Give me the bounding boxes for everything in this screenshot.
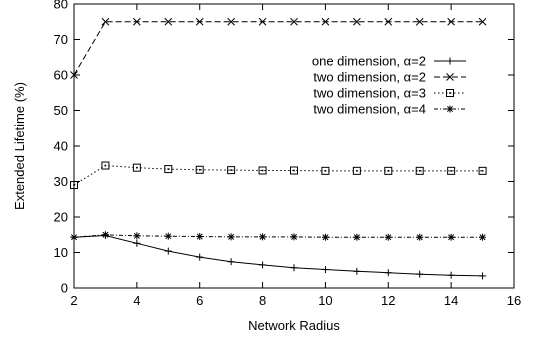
series-4-point (196, 233, 204, 241)
series-1-point (196, 253, 204, 261)
y-tick-label: 60 (54, 68, 68, 83)
series-1-point (164, 247, 172, 255)
series-1-point (353, 267, 361, 275)
y-tick-label: 0 (61, 281, 68, 296)
series-3-point (70, 181, 78, 190)
series-3-point (290, 166, 298, 175)
series-4-point (447, 233, 455, 241)
x-tick-label: 16 (507, 293, 521, 308)
y-tick-label: 80 (54, 0, 68, 12)
series-2-point (70, 71, 78, 79)
series-1 (70, 231, 487, 280)
plot-frame (73, 3, 515, 289)
series-4-point (416, 233, 424, 241)
legend-item: two dimension, α=3 (313, 86, 466, 101)
series-1-line (73, 234, 483, 277)
series-3-point (384, 166, 393, 175)
x-tick-label: 12 (381, 293, 395, 308)
series-2-point (321, 17, 330, 26)
y-tick-label: 30 (54, 174, 68, 189)
legend-marker (446, 105, 454, 113)
legend-label: one dimension, α=2 (312, 54, 426, 69)
series-3-point (415, 166, 424, 175)
series-4-point (259, 233, 267, 241)
legend-item: two dimension, α=4 (313, 102, 466, 117)
series-2-point (290, 17, 298, 26)
series-1-point (479, 272, 487, 280)
series-2-point (101, 17, 110, 26)
x-tick-label: 6 (196, 293, 203, 308)
legend-label: two dimension, α=2 (313, 70, 426, 85)
series-4-point (70, 233, 78, 241)
series-3-line (73, 164, 483, 186)
y-tick-label: 10 (54, 245, 68, 260)
series-3-point (195, 165, 204, 174)
series-layer (70, 17, 487, 280)
series-2-point (258, 17, 267, 26)
series-3-point (164, 165, 173, 174)
series-1-point (259, 261, 267, 269)
series-1-point (416, 270, 424, 278)
legend-label: two dimension, α=3 (313, 86, 426, 101)
y-tick-label: 50 (54, 103, 68, 118)
series-3-point (258, 166, 267, 175)
series-4-point (290, 233, 298, 241)
series-3 (70, 161, 487, 190)
series-4-point (227, 233, 235, 241)
legend-marker (446, 73, 454, 81)
series-3-point (227, 166, 236, 175)
series-2-point (227, 17, 235, 26)
series-4-point (164, 232, 172, 240)
series-3-point (321, 166, 330, 175)
y-axis-title: Extended Lifetime (%) (12, 82, 27, 210)
series-2-point (478, 17, 487, 26)
series-1-point (133, 239, 141, 247)
x-tick-label: 8 (259, 293, 266, 308)
series-2-point (133, 17, 141, 26)
series-3-point (101, 161, 110, 170)
series-4-line (73, 234, 483, 238)
series-3-point (447, 166, 456, 175)
series-4-point (353, 233, 361, 241)
series-4 (70, 231, 487, 241)
legend-label: two dimension, α=4 (313, 102, 426, 117)
series-4-point (321, 233, 329, 241)
legend-marker (446, 57, 454, 65)
y-tick-label: 70 (54, 32, 68, 47)
series-2-point (447, 17, 455, 26)
series-4-point (101, 231, 109, 239)
series-1-point (227, 258, 235, 266)
series-2-line (73, 21, 483, 76)
y-tick-label: 40 (54, 139, 68, 154)
series-2-point (164, 17, 173, 26)
legend-marker (446, 89, 454, 97)
series-2-point (353, 17, 361, 26)
axis-ticks: 2 4 6 8 10 12 14 16 0 10 20 30 40 50 60 70 80 (54, 0, 522, 308)
legend-item: one dimension, α=2 (312, 54, 466, 69)
series-2 (70, 17, 487, 79)
series-2-point (415, 17, 424, 26)
series-4-point (479, 233, 487, 241)
series-4-point (384, 233, 392, 241)
plot-area (73, 3, 515, 289)
series-1-point (447, 271, 455, 279)
series-1-point (290, 264, 298, 272)
series-1-point (321, 266, 329, 274)
series-2-point (195, 17, 204, 26)
x-tick-label: 4 (133, 293, 140, 308)
series-4-point (133, 232, 141, 240)
series-2-point (384, 17, 393, 26)
y-tick-label: 20 (54, 210, 68, 225)
x-tick-label: 2 (70, 293, 77, 308)
x-axis-title: Network Radius (248, 318, 340, 333)
series-3-point (352, 166, 361, 175)
series-3-point (132, 163, 141, 172)
series-3-point (478, 166, 487, 175)
x-tick-label: 14 (444, 293, 458, 308)
legend-item: two dimension, α=2 (313, 70, 466, 85)
x-tick-label: 10 (318, 293, 332, 308)
series-1-point (384, 269, 392, 277)
